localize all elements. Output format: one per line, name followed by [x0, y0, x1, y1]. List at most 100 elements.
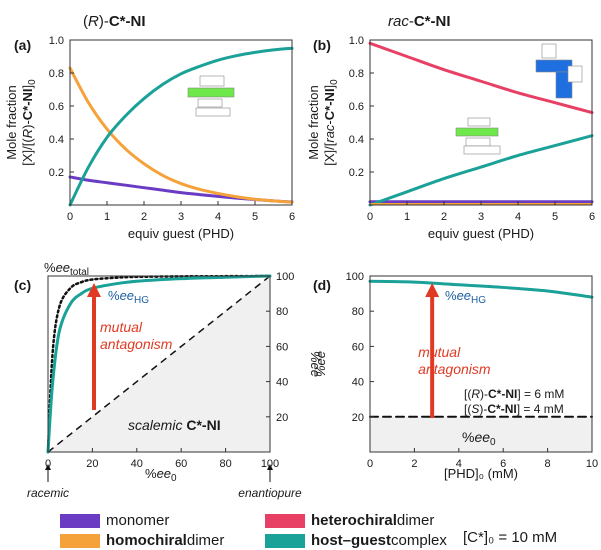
panel-d-label-ee-hg-part-0: %	[445, 288, 457, 303]
panel-d-xtick-label-0: 0	[367, 458, 373, 470]
panel-b-title: rac-C*-NI	[388, 13, 451, 30]
panel-d-conc-r-part-0: [(	[464, 387, 471, 401]
panel-d-conc-s-part-1: S	[471, 402, 479, 416]
panel-a-ytick-label-1: 0.4	[49, 134, 64, 146]
panel-a-ytick-label-3: 0.8	[49, 68, 64, 80]
panel-b-xtick-label-2: 2	[441, 211, 447, 223]
legend-swatch-heterochiral	[265, 514, 305, 528]
panel-c-xtick-label-1: 20	[86, 458, 98, 470]
panel-b-ytick-label-0: 0.2	[349, 167, 364, 179]
panel-c-ytick-label-3: 80	[276, 306, 288, 318]
panel-b-xtick-label-5: 5	[552, 211, 558, 223]
panel-b-ytick-label-3: 0.8	[349, 68, 364, 80]
panel-d-label-ee-hg: %eeHG	[445, 288, 486, 306]
panel-a-xtick-label-3: 3	[178, 211, 184, 223]
panel-c-xlabel-part-2: 0	[171, 473, 177, 484]
panel-b-title-part-0: rac	[388, 13, 409, 30]
panel-d-ytick-label-4: 100	[346, 271, 364, 283]
panel-c-xlabel: %ee0	[145, 466, 177, 484]
panel-b-ylabel-line2-part-3: C*-NI	[322, 88, 337, 120]
panel-a-title-part-3: C*-NI	[109, 13, 146, 30]
panel-c-label-ee-hg: %eeHG	[108, 288, 149, 306]
panel-d-conc-s: [(S)-C*-NI] = 4 mM	[464, 402, 564, 416]
panel-b-ylabel-line2-part-2: -	[322, 120, 337, 124]
panel-b-xtick-label-1: 1	[404, 211, 410, 223]
panel-d-xlabel: [PHD]₀ (mM)	[444, 466, 518, 481]
panel-b-cube-blue-cap	[567, 65, 583, 83]
panel-a-ylabel-line2-part-1: R	[20, 129, 35, 138]
panel-d-conc-s-part-0: [(	[464, 402, 471, 416]
panel-a-ylabel-line1: Mole fraction	[4, 85, 19, 159]
panel-c-ytick-label-0: 20	[276, 412, 288, 424]
panel-b-ylabel-line2-part-0: [X]/[	[322, 142, 337, 166]
panel-c-arrow-head	[87, 283, 101, 297]
panel-c-scalemic-label-part-0: scalemic	[128, 417, 186, 433]
panel-d-xtick-label-2: 4	[456, 458, 462, 470]
panel-b-ytick-label-2: 0.6	[349, 101, 364, 113]
panel-c-xlabel-part-1: ee	[157, 466, 171, 481]
legend-swatch-monomer	[60, 514, 100, 528]
panel-d-conc-r: [(R)-C*-NI] = 6 mM	[464, 387, 564, 401]
panel-a-title-part-2: )-	[99, 13, 109, 30]
panel-b-cube-green-top	[467, 117, 491, 127]
panel-d-mutual-line1: mutual	[418, 344, 461, 360]
panel-a-xtick-label-1: 1	[104, 211, 110, 223]
panel-b-xtick-label-4: 4	[515, 211, 521, 223]
panel-a-cube-green	[187, 87, 235, 98]
panel-a-xtick-label-4: 4	[215, 211, 221, 223]
panel-b-xtick-label-3: 3	[478, 211, 484, 223]
figure-canvas: (a)(R)-C*-NI0 1 2 3 4 5 60.20.40.60.81.0equiv …	[4, 13, 598, 500]
panel-a-cube-mid	[197, 98, 223, 108]
panel-a-xtick-label-6: 6	[289, 211, 295, 223]
panel-c-xtick-label-3: 60	[175, 458, 187, 470]
panel-a-ytick-label-0: 0.2	[49, 167, 64, 179]
panel-c-label-ee-hg-part-2: HG	[134, 295, 149, 306]
panel-a-cube-top	[199, 75, 225, 87]
legend-item-heterochiral: heterochiral dimer	[265, 512, 434, 530]
legend-label-homochiral: dimer	[186, 532, 225, 549]
panel-a-ylabel-line2-part-2: )-	[20, 120, 35, 129]
panel-d-ytick-label-2: 60	[352, 341, 364, 353]
panel-d-conc-r-part-4: ] = 6 mM	[517, 387, 564, 401]
legend-label-heterochiral: dimer	[396, 512, 435, 529]
panel-b-series-2	[368, 134, 594, 207]
panel-b-xtick-label-6: 6	[589, 211, 595, 223]
panel-a-ylabel-line2: [X]/[(R)-C*-NI]0	[20, 79, 38, 166]
panel-d-conc-s-part-4: ] = 4 mM	[517, 402, 564, 416]
panel-d-ylabel: %ee	[313, 351, 328, 377]
panel-a-cube-bottom	[195, 107, 231, 117]
panel-b-cube-green	[455, 127, 499, 137]
panel-c-mutual-line2: antagonism	[100, 336, 173, 352]
panel-c-ylabel: %ee	[308, 351, 323, 377]
panel-d-xtick-label-3: 6	[500, 458, 506, 470]
panel-c-xlabel-part-0: %	[145, 466, 157, 481]
panel-d-label-ee0-part-2: 0	[490, 437, 496, 448]
panel-b-label: (b)	[313, 37, 331, 53]
panel-d-label-ee0-part-0: %	[462, 429, 474, 445]
panel-c-label-ee-total: %eetotal	[44, 260, 89, 278]
panel-d-label: (d)	[313, 277, 331, 293]
legend-swatch-host-guest	[265, 534, 305, 548]
legend-label-homochiral-bold: homochiral	[106, 532, 187, 549]
panel-b-ylabel-line2: [X]/[rac-C*-NI]0	[322, 79, 340, 166]
panel-b-ylabel-line2-part-5: 0	[329, 79, 340, 85]
legend-label-host-guest-bold: host–guest	[311, 532, 392, 549]
panel-c-enantiopure-arrow-head	[267, 464, 273, 470]
panel-c-label-ee-hg-part-1: ee	[120, 288, 134, 303]
panel-d-label-ee-hg-part-2: HG	[471, 295, 486, 306]
panel-c-label-ee-total-part-0: %	[44, 260, 56, 275]
panel-c-label-ee-hg-part-0: %	[108, 288, 120, 303]
panel-d-conc-r-part-1: R	[471, 387, 480, 401]
panel-a-xtick-label-5: 5	[252, 211, 258, 223]
panel-c-mutual-line1: mutual	[100, 319, 143, 335]
panel-d-ytick-label-0: 20	[352, 412, 364, 424]
panel-b-cube-blue-top	[541, 43, 557, 59]
panel-a-title: (R)-C*-NI	[83, 13, 146, 30]
panel-d-ee0-region	[370, 416, 592, 452]
legend-item-homochiral: homochiral dimer	[60, 532, 224, 550]
panel-b-cube-green-bottom	[463, 145, 501, 155]
panel-d-label-ee-hg-part-1: ee	[457, 288, 471, 303]
panel-b-ytick-label-1: 0.4	[349, 134, 364, 146]
panel-c-label: (c)	[14, 277, 31, 293]
panel-b-ylabel-line2-part-4: ]	[322, 85, 337, 89]
